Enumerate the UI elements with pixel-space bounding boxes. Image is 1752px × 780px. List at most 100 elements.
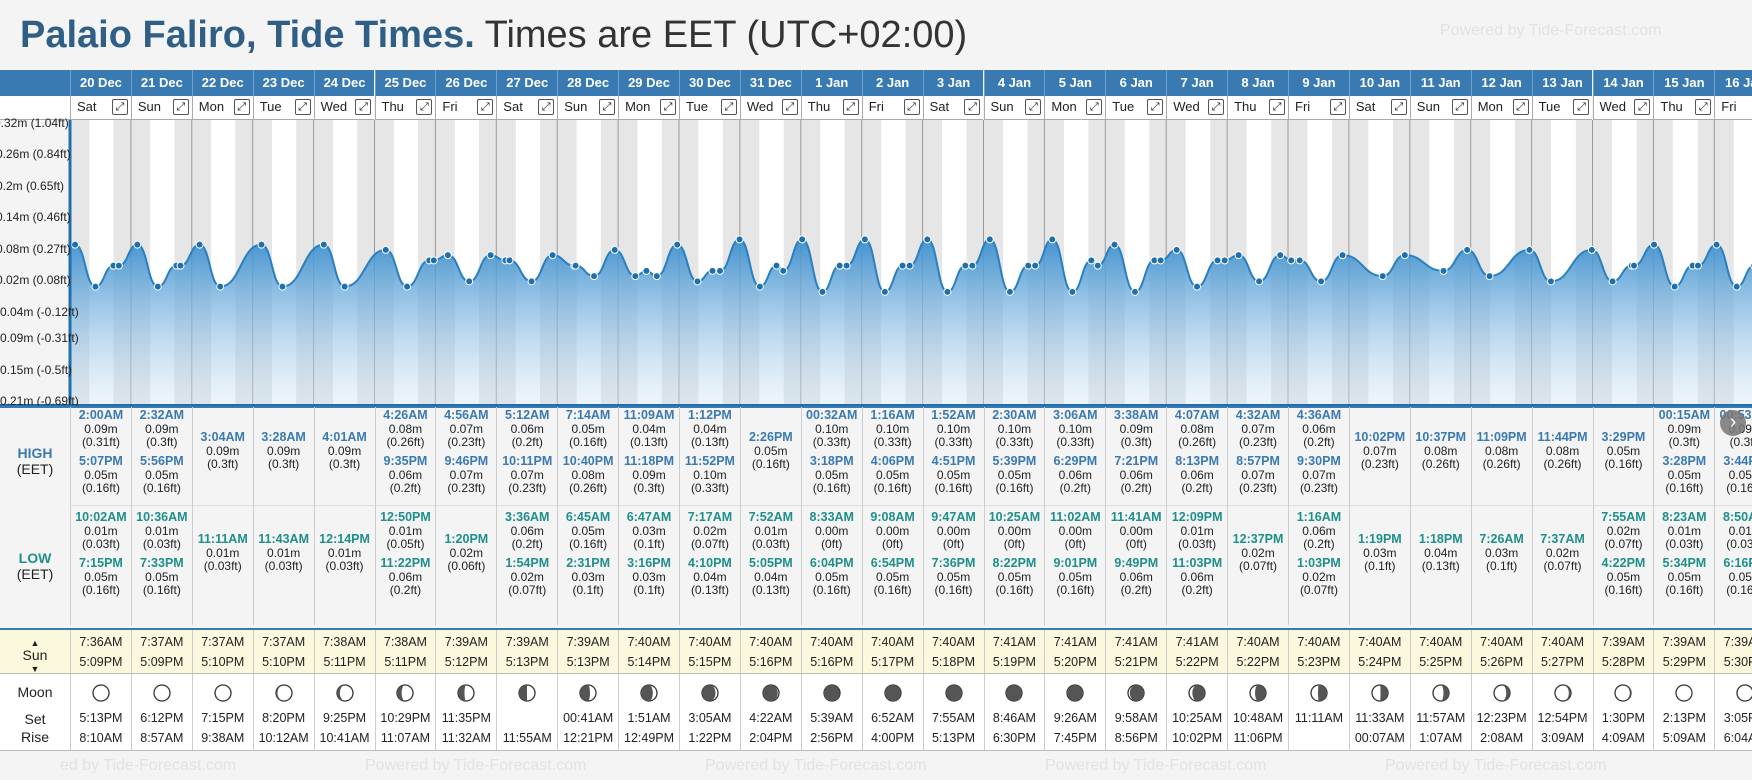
tide-point[interactable] [1693, 261, 1702, 270]
tide-point[interactable] [429, 256, 438, 265]
tide-point[interactable] [818, 287, 827, 296]
expand-day-icon[interactable]: ⤢ [1512, 99, 1529, 115]
tide-point[interactable] [216, 282, 225, 291]
tide-point[interactable] [1024, 261, 1033, 270]
scroll-next-icon[interactable]: › [1720, 410, 1746, 436]
tide-point[interactable] [968, 261, 977, 270]
tide-point[interactable] [340, 282, 349, 291]
tide-point[interactable] [1005, 287, 1014, 296]
tide-point[interactable] [716, 266, 725, 275]
tide-point[interactable] [652, 272, 661, 281]
tide-point[interactable] [1546, 277, 1555, 286]
tide-point[interactable] [610, 245, 619, 254]
tide-point[interactable] [1172, 245, 1181, 254]
tide-point[interactable] [708, 266, 717, 275]
tide-point[interactable] [798, 235, 807, 244]
tide-point[interactable] [91, 282, 100, 291]
tide-point[interactable] [1378, 272, 1387, 281]
tide-point[interactable] [527, 277, 536, 286]
tide-point[interactable] [1732, 282, 1741, 291]
tide-point[interactable] [1463, 245, 1472, 254]
tide-point[interactable] [403, 282, 412, 291]
expand-day-icon[interactable]: ⤢ [355, 99, 372, 115]
tide-point[interactable] [153, 282, 162, 291]
tide-point[interactable] [905, 261, 914, 270]
expand-day-icon[interactable]: ⤢ [1086, 99, 1103, 115]
tide-point[interactable] [486, 251, 495, 260]
tide-point[interactable] [1087, 256, 1096, 265]
expand-day-icon[interactable]: ⤢ [1329, 99, 1346, 115]
expand-day-icon[interactable]: ⤢ [172, 99, 189, 115]
expand-day-icon[interactable]: ⤢ [1390, 99, 1407, 115]
tide-point[interactable] [1130, 287, 1139, 296]
expand-day-icon[interactable]: ⤢ [1025, 99, 1042, 115]
expand-day-icon[interactable]: ⤢ [964, 99, 981, 115]
tide-point[interactable] [985, 235, 994, 244]
tide-point[interactable] [257, 240, 266, 249]
expand-day-icon[interactable]: ⤢ [111, 99, 128, 115]
expand-day-icon[interactable]: ⤢ [1147, 99, 1164, 115]
tide-point[interactable] [755, 282, 764, 291]
tide-point[interactable] [443, 251, 452, 260]
tide-point[interactable] [465, 277, 474, 286]
expand-day-icon[interactable]: ⤢ [781, 99, 798, 115]
tide-point[interactable] [319, 240, 328, 249]
tide-point[interactable] [1525, 245, 1534, 254]
tide-point[interactable] [923, 235, 932, 244]
expand-day-icon[interactable]: ⤢ [1268, 99, 1285, 115]
expand-day-icon[interactable]: ⤢ [842, 99, 859, 115]
expand-day-icon[interactable]: ⤢ [599, 99, 616, 115]
tide-point[interactable] [1485, 272, 1494, 281]
tide-point[interactable] [1110, 240, 1119, 249]
tide-point[interactable] [1213, 256, 1222, 265]
tide-point[interactable] [1220, 256, 1229, 265]
tide-point[interactable] [1630, 261, 1639, 270]
tide-point[interactable] [71, 240, 80, 249]
tide-point[interactable] [195, 240, 204, 249]
tide-point[interactable] [1317, 277, 1326, 286]
tide-point[interactable] [1439, 266, 1448, 275]
tide-point[interactable] [1400, 251, 1409, 260]
expand-day-icon[interactable]: ⤢ [720, 99, 737, 115]
tide-point[interactable] [1255, 277, 1264, 286]
expand-day-icon[interactable]: ⤢ [1573, 99, 1590, 115]
tide-point[interactable] [642, 266, 651, 275]
tide-point[interactable] [505, 256, 514, 265]
tide-point[interactable] [1093, 261, 1102, 270]
tide-point[interactable] [1193, 282, 1202, 291]
tide-point[interactable] [1587, 245, 1596, 254]
expand-day-icon[interactable]: ⤢ [477, 99, 494, 115]
tide-point[interactable] [835, 261, 844, 270]
tide-point[interactable] [842, 261, 851, 270]
tide-point[interactable] [1031, 261, 1040, 270]
tide-point[interactable] [571, 261, 580, 270]
tide-point[interactable] [880, 287, 889, 296]
tide-point[interactable] [1712, 240, 1721, 249]
tide-point[interactable] [1295, 256, 1304, 265]
tide-point[interactable] [1156, 256, 1165, 265]
tide-point[interactable] [631, 272, 640, 281]
tide-point[interactable] [943, 287, 952, 296]
tide-point[interactable] [1608, 277, 1617, 286]
tide-point[interactable] [898, 261, 907, 270]
tide-point[interactable] [1650, 240, 1659, 249]
expand-day-icon[interactable]: ⤢ [233, 99, 250, 115]
tide-point[interactable] [1048, 235, 1057, 244]
expand-day-icon[interactable]: ⤢ [1634, 99, 1651, 115]
tide-point[interactable] [133, 240, 142, 249]
tide-point[interactable] [381, 245, 390, 254]
tide-point[interactable] [673, 240, 682, 249]
tide-point[interactable] [1234, 251, 1243, 260]
tide-point[interactable] [548, 251, 557, 260]
tide-point[interactable] [1287, 256, 1296, 265]
tide-point[interactable] [114, 261, 123, 270]
tide-point[interactable] [693, 277, 702, 286]
tide-point[interactable] [735, 235, 744, 244]
tide-point[interactable] [1276, 251, 1285, 260]
expand-day-icon[interactable]: ⤢ [538, 99, 555, 115]
expand-day-icon[interactable]: ⤢ [294, 99, 311, 115]
expand-day-icon[interactable]: ⤢ [903, 99, 920, 115]
expand-day-icon[interactable]: ⤢ [1695, 99, 1712, 115]
tide-point[interactable] [1338, 251, 1347, 260]
expand-day-icon[interactable]: ⤢ [1451, 99, 1468, 115]
